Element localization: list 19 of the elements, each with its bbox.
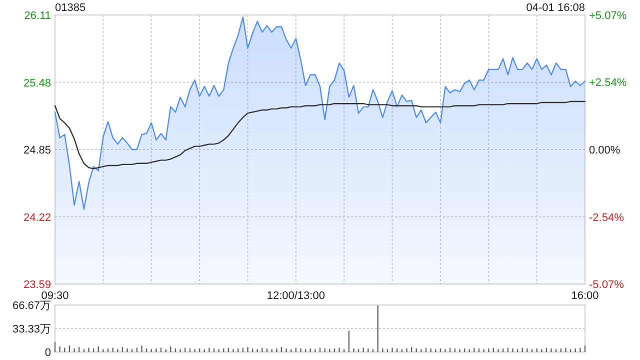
y-tick-label: 24.85 xyxy=(23,144,51,156)
x-tick-label: 16:00 xyxy=(571,290,599,302)
line-series xyxy=(54,100,586,170)
y-tick-label: 24.22 xyxy=(23,212,51,224)
chart-title: 01385 xyxy=(55,2,86,14)
y2-tick-label: +2.54% xyxy=(589,77,627,90)
x-tick-label: 09:30 xyxy=(41,290,69,302)
y2-tick-label: +5.07% xyxy=(589,10,627,22)
text: 04-01 16:08 xyxy=(526,2,585,14)
y-tick-label: 66.67万 xyxy=(12,300,51,312)
y2-tick-label: -2.54% xyxy=(589,212,624,224)
y-tick-label: 0 xyxy=(44,347,51,359)
x-tick-label: 12:00/13:00 xyxy=(266,290,325,302)
y-tick-label: 33.33万 xyxy=(12,324,51,336)
y2-tick-label: -5.07% xyxy=(589,279,624,291)
y-tick-label: 26.11 xyxy=(24,10,51,22)
y2-tick-label: 0.00% xyxy=(589,144,620,156)
y-tick-label: 23.59 xyxy=(23,279,51,291)
y-tick-label: 25.48 xyxy=(23,77,51,90)
